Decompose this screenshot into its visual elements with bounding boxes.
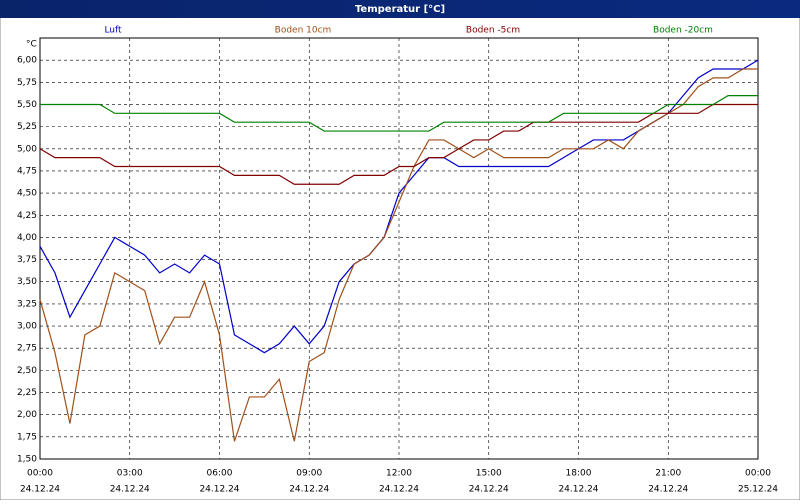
x-tick-date: 24.12.24 xyxy=(558,485,598,495)
x-tick-date: 24.12.24 xyxy=(379,485,419,495)
x-tick-label: 09:00 xyxy=(296,469,322,479)
chart-title: Temperatur [°C] xyxy=(355,4,445,15)
y-tick-label: 5,00 xyxy=(17,144,37,154)
x-tick-date: 24.12.24 xyxy=(469,485,509,495)
y-tick-label: 6,00 xyxy=(17,56,37,66)
x-tick-label: 21:00 xyxy=(655,469,681,479)
y-tick-label: 2,00 xyxy=(17,410,37,420)
y-tick-label: 4,50 xyxy=(17,189,37,199)
x-tick-label: 15:00 xyxy=(476,469,502,479)
legend-entry: Boden -20cm xyxy=(653,26,713,36)
y-tick-label: 5,50 xyxy=(17,100,37,110)
legend-entry: Luft xyxy=(104,26,122,36)
x-tick-date: 24.12.24 xyxy=(289,485,329,495)
x-tick-label: 03:00 xyxy=(117,469,143,479)
x-tick-date: 24.12.24 xyxy=(648,485,688,495)
y-tick-label: 3,50 xyxy=(17,277,37,287)
line-series xyxy=(39,68,758,442)
y-tick-label: 2,25 xyxy=(17,388,37,398)
legend-entry: Boden -5cm xyxy=(466,26,520,36)
line-series xyxy=(40,95,758,132)
x-tick-label: 00:00 xyxy=(745,469,771,479)
x-tick-label: 18:00 xyxy=(566,469,592,479)
y-tick-label: 4,75 xyxy=(17,166,37,176)
x-tick-date: 24.12.24 xyxy=(110,485,150,495)
x-tick-label: 00:00 xyxy=(27,469,53,479)
y-tick-label: 3,75 xyxy=(17,255,37,265)
y-tick-label: 1,75 xyxy=(17,432,37,442)
y-tick-label: 1,50 xyxy=(17,455,37,465)
x-tick-date: 24.12.24 xyxy=(199,485,239,495)
y-tick-label: 2,75 xyxy=(17,344,37,354)
y-tick-label: 5,25 xyxy=(17,122,37,132)
x-tick-label: 12:00 xyxy=(386,469,412,479)
y-tick-label: 4,00 xyxy=(17,233,37,243)
x-tick-date: 25.12.24 xyxy=(738,485,778,495)
legend-entry: Boden 10cm xyxy=(275,26,332,36)
y-tick-label: 3,00 xyxy=(17,322,37,332)
x-tick-date: 24.12.24 xyxy=(20,485,60,495)
y-tick-label: 2,50 xyxy=(17,366,37,376)
y-tick-label: 5,75 xyxy=(17,78,37,88)
line-series xyxy=(39,103,758,185)
y-unit: °C xyxy=(26,40,37,50)
x-tick-label: 06:00 xyxy=(207,469,233,479)
y-tick-label: 4,25 xyxy=(17,211,37,221)
y-tick-label: 3,25 xyxy=(17,299,37,309)
title-bar xyxy=(0,0,800,18)
